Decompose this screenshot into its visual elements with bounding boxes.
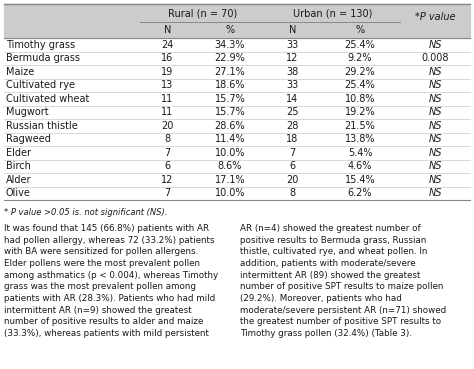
Text: 20: 20 bbox=[286, 175, 299, 185]
Text: 8: 8 bbox=[164, 134, 171, 144]
Text: 29.2%: 29.2% bbox=[345, 67, 375, 77]
Text: 6: 6 bbox=[290, 161, 296, 171]
Text: It was found that 145 (66.8%) patients with AR
had pollen allergy, whereas 72 (3: It was found that 145 (66.8%) patients w… bbox=[4, 224, 218, 338]
Text: NS: NS bbox=[428, 121, 442, 131]
Text: Birch: Birch bbox=[6, 161, 31, 171]
Text: 15.7%: 15.7% bbox=[215, 94, 246, 104]
Text: 24: 24 bbox=[161, 40, 173, 50]
Text: NS: NS bbox=[428, 40, 442, 50]
Text: 12: 12 bbox=[161, 175, 173, 185]
Text: %: % bbox=[226, 25, 235, 35]
Text: Cultivated wheat: Cultivated wheat bbox=[6, 94, 90, 104]
Bar bbox=[4, 4, 470, 38]
Text: 25.4%: 25.4% bbox=[345, 40, 375, 50]
Text: NS: NS bbox=[428, 67, 442, 77]
Text: 18.6%: 18.6% bbox=[215, 80, 245, 90]
Text: Cultivated rye: Cultivated rye bbox=[6, 80, 75, 90]
Text: NS: NS bbox=[428, 107, 442, 117]
Text: Ragweed: Ragweed bbox=[6, 134, 51, 144]
Text: 7: 7 bbox=[164, 148, 171, 158]
Text: NS: NS bbox=[428, 94, 442, 104]
Text: NS: NS bbox=[428, 188, 442, 198]
Text: * P value >0.05 is. not significant (NS).: * P value >0.05 is. not significant (NS)… bbox=[4, 208, 167, 217]
Text: NS: NS bbox=[428, 134, 442, 144]
Text: NS: NS bbox=[428, 161, 442, 171]
Text: 11.4%: 11.4% bbox=[215, 134, 245, 144]
Text: 18: 18 bbox=[286, 134, 299, 144]
Text: N: N bbox=[289, 25, 296, 35]
Text: 11: 11 bbox=[161, 94, 173, 104]
Text: 21.5%: 21.5% bbox=[345, 121, 375, 131]
Text: Russian thistle: Russian thistle bbox=[6, 121, 78, 131]
Text: AR (n=4) showed the greatest number of
positive results to Bermuda grass, Russia: AR (n=4) showed the greatest number of p… bbox=[240, 224, 446, 338]
Text: 12: 12 bbox=[286, 53, 299, 63]
Text: Elder: Elder bbox=[6, 148, 31, 158]
Text: Bermuda grass: Bermuda grass bbox=[6, 53, 80, 63]
Text: 7: 7 bbox=[289, 148, 296, 158]
Text: NS: NS bbox=[428, 148, 442, 158]
Text: NS: NS bbox=[428, 80, 442, 90]
Text: 33: 33 bbox=[286, 80, 299, 90]
Text: 0.008: 0.008 bbox=[421, 53, 449, 63]
Text: 5.4%: 5.4% bbox=[348, 148, 372, 158]
Text: 7: 7 bbox=[164, 188, 171, 198]
Text: Timothy grass: Timothy grass bbox=[6, 40, 75, 50]
Text: 19.2%: 19.2% bbox=[345, 107, 375, 117]
Text: 19: 19 bbox=[161, 67, 173, 77]
Text: 15.7%: 15.7% bbox=[215, 107, 246, 117]
Text: 15.4%: 15.4% bbox=[345, 175, 375, 185]
Text: 9.2%: 9.2% bbox=[348, 53, 372, 63]
Text: 27.1%: 27.1% bbox=[215, 67, 246, 77]
Text: 34.3%: 34.3% bbox=[215, 40, 245, 50]
Text: 17.1%: 17.1% bbox=[215, 175, 246, 185]
Text: Olive: Olive bbox=[6, 188, 31, 198]
Text: 11: 11 bbox=[161, 107, 173, 117]
Text: %: % bbox=[356, 25, 365, 35]
Text: 22.9%: 22.9% bbox=[215, 53, 246, 63]
Text: 10.0%: 10.0% bbox=[215, 188, 245, 198]
Text: 4.6%: 4.6% bbox=[348, 161, 372, 171]
Text: Maize: Maize bbox=[6, 67, 34, 77]
Text: 20: 20 bbox=[161, 121, 173, 131]
Text: 6: 6 bbox=[164, 161, 171, 171]
Text: 8: 8 bbox=[290, 188, 296, 198]
Text: 8.6%: 8.6% bbox=[218, 161, 242, 171]
Text: 13: 13 bbox=[161, 80, 173, 90]
Text: 14: 14 bbox=[286, 94, 299, 104]
Text: Rural (n = 70): Rural (n = 70) bbox=[168, 8, 237, 18]
Text: N: N bbox=[164, 25, 171, 35]
Text: 6.2%: 6.2% bbox=[348, 188, 372, 198]
Text: NS: NS bbox=[428, 175, 442, 185]
Text: 25.4%: 25.4% bbox=[345, 80, 375, 90]
Text: Alder: Alder bbox=[6, 175, 31, 185]
Text: 16: 16 bbox=[161, 53, 173, 63]
Text: Mugwort: Mugwort bbox=[6, 107, 49, 117]
Text: 13.8%: 13.8% bbox=[345, 134, 375, 144]
Text: 25: 25 bbox=[286, 107, 299, 117]
Text: 10.0%: 10.0% bbox=[215, 148, 245, 158]
Text: 10.8%: 10.8% bbox=[345, 94, 375, 104]
Text: Urban (n = 130): Urban (n = 130) bbox=[293, 8, 372, 18]
Text: 33: 33 bbox=[286, 40, 299, 50]
Text: 28: 28 bbox=[286, 121, 299, 131]
Text: 38: 38 bbox=[286, 67, 299, 77]
Text: 28.6%: 28.6% bbox=[215, 121, 246, 131]
Text: *P value: *P value bbox=[415, 13, 455, 23]
